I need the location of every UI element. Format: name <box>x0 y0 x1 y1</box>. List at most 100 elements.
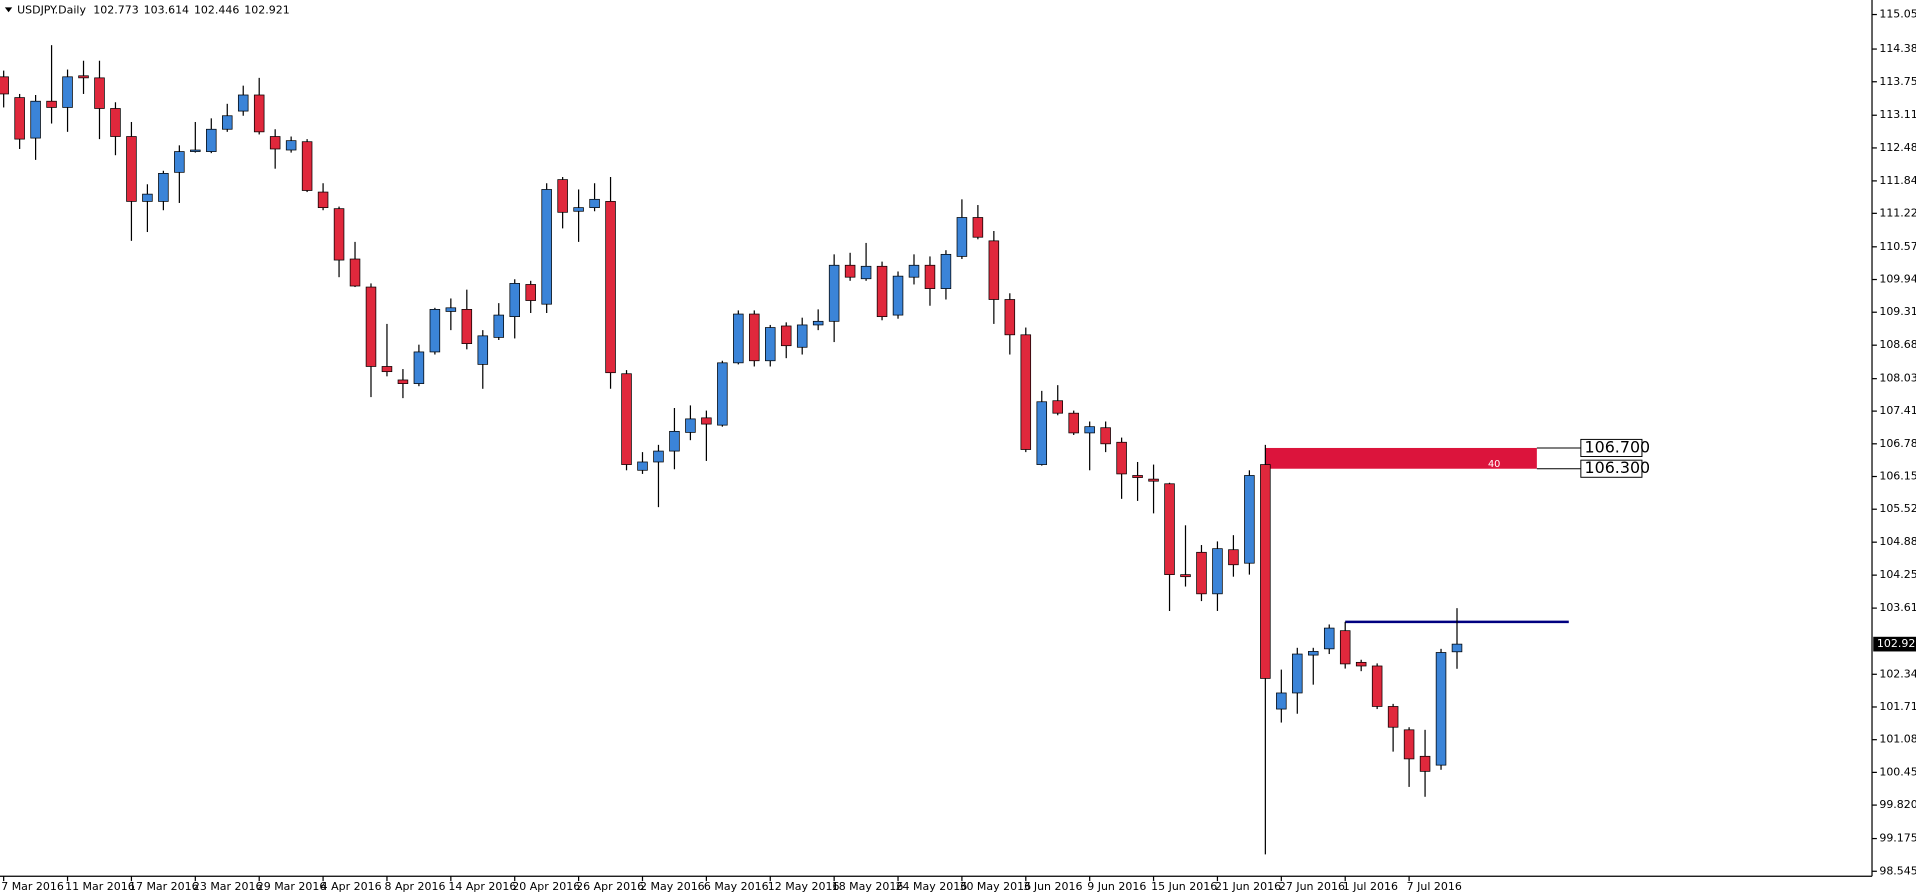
candle <box>206 118 217 154</box>
y-tick-label: 99.820 <box>1879 798 1916 811</box>
candle <box>445 298 457 331</box>
candle <box>269 129 281 169</box>
candle <box>1084 421 1095 471</box>
y-tick-label: 113.755 <box>1879 75 1916 88</box>
header-low: 102.446 <box>194 3 239 16</box>
candle <box>1228 535 1239 577</box>
zone-label: 106.700 <box>1585 437 1651 456</box>
x-tick-label: 8 Apr 2016 <box>385 880 446 893</box>
candle-body <box>206 128 217 152</box>
y-tick-label: 101.080 <box>1879 733 1916 746</box>
y-tick-label: 113.110 <box>1879 108 1916 121</box>
candle <box>1100 421 1111 453</box>
x-tick-label: 7 Mar 2016 <box>1 880 64 893</box>
candle-body <box>1036 401 1048 465</box>
candle-body <box>828 264 840 322</box>
candle-body <box>110 108 121 137</box>
candle <box>1068 410 1079 435</box>
candle <box>1276 669 1287 723</box>
candle-body <box>1323 627 1335 650</box>
y-tick-label: 103.615 <box>1879 601 1916 614</box>
candle <box>253 77 265 135</box>
x-tick-label: 20 Apr 2016 <box>512 880 580 893</box>
candle-body <box>174 151 185 173</box>
candle <box>557 177 568 229</box>
candle <box>780 322 792 359</box>
header-text: USDJPY.Daily 102.773 103.614 102.446 102.921 <box>17 3 290 16</box>
candle-body <box>1244 475 1255 564</box>
candle-body <box>860 265 872 280</box>
candle <box>637 452 648 474</box>
candle-body <box>1116 441 1127 475</box>
candle-body <box>765 327 776 362</box>
candle <box>525 280 536 314</box>
candle-body <box>940 253 952 289</box>
candle <box>1387 703 1399 752</box>
candle <box>142 184 153 233</box>
candle-body <box>477 335 489 365</box>
candle <box>940 250 952 300</box>
y-tick-label: 100.450 <box>1879 765 1916 778</box>
candle <box>126 121 137 241</box>
candle-body <box>637 461 648 471</box>
candle <box>1435 648 1447 770</box>
candle <box>78 60 89 94</box>
candle <box>461 289 473 350</box>
y-tick-label: 106.780 <box>1879 437 1916 450</box>
candle-body <box>397 379 409 384</box>
candle-body <box>301 141 313 191</box>
y-tick-label: 108.035 <box>1879 372 1916 385</box>
candle <box>669 407 680 470</box>
candle <box>222 103 233 132</box>
candle-body <box>621 373 632 465</box>
candle-body <box>1052 400 1063 414</box>
candle-body <box>1180 574 1191 578</box>
candle-body <box>733 313 744 364</box>
candle-body <box>1148 478 1159 482</box>
x-tick-label: 18 May 2016 <box>832 880 904 893</box>
x-tick-label: 7 Jul 2016 <box>1407 880 1462 893</box>
x-tick-label: 2 May 2016 <box>640 880 705 893</box>
y-tick-label: 111.220 <box>1879 206 1916 219</box>
candle-body <box>972 217 984 238</box>
candle-body <box>285 140 297 151</box>
candle-body <box>525 284 536 301</box>
candle-body <box>365 286 377 367</box>
candle-body <box>541 189 552 305</box>
x-tick-label: 23 Mar 2016 <box>193 880 263 893</box>
candle-body <box>812 320 824 326</box>
candle-body <box>1084 426 1095 434</box>
candle <box>30 94 41 160</box>
candle-body <box>1004 299 1016 336</box>
candle <box>381 323 393 377</box>
candle-body <box>1387 706 1399 728</box>
y-tick-label: 112.480 <box>1879 141 1916 154</box>
y-tick-label: 99.175 <box>1879 832 1916 845</box>
candle-body <box>780 325 792 347</box>
x-tick-label: 9 Jun 2016 <box>1087 880 1146 893</box>
candle-body <box>429 309 441 353</box>
candle <box>541 183 552 314</box>
candle <box>733 310 744 365</box>
candle-body <box>1451 643 1463 653</box>
candle-body <box>1292 653 1303 694</box>
candle <box>908 254 920 285</box>
x-tick-label: 24 May 2016 <box>896 880 968 893</box>
candle <box>1116 437 1127 499</box>
zone-label-box <box>1580 438 1643 458</box>
y-tick-label: 114.385 <box>1879 42 1916 55</box>
candle <box>62 69 73 132</box>
candle-body <box>1371 665 1383 707</box>
candle <box>1212 541 1223 611</box>
candle-body <box>988 240 1000 300</box>
candle <box>1132 461 1143 501</box>
candle <box>493 303 505 340</box>
candle-body <box>493 314 505 338</box>
candle-body <box>924 264 936 289</box>
candle <box>653 444 664 508</box>
candle-body <box>796 324 808 348</box>
x-tick-label: 14 Apr 2016 <box>448 880 516 893</box>
candle-body <box>461 309 473 344</box>
candle <box>1371 663 1383 710</box>
candle <box>701 410 712 461</box>
